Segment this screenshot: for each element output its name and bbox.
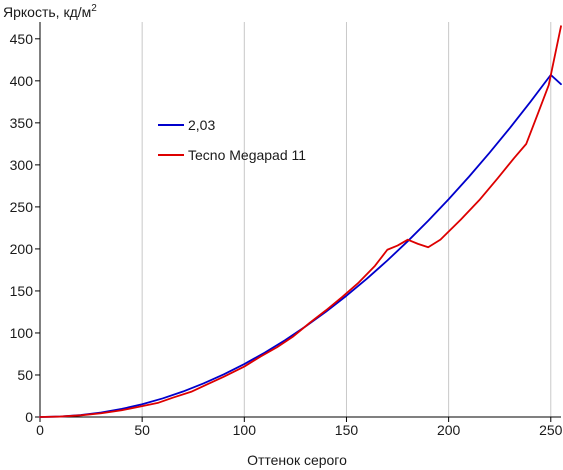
x-tick-label: 250 (539, 422, 563, 438)
x-tick-label: 0 (36, 422, 44, 438)
y-tick-label: 200 (10, 241, 34, 257)
legend-label-2-03: 2,03 (188, 117, 215, 133)
gridlines (141, 22, 552, 417)
y-tick-label: 250 (10, 199, 34, 215)
series-lines (39, 25, 562, 418)
legend: 2,03 Tecno Megapad 11 (158, 117, 306, 163)
series-line-tecno-megapad-11 (39, 25, 562, 418)
series-line-gamma-2-03 (39, 73, 562, 418)
y-tick-label: 50 (17, 367, 33, 383)
y-axis-label: Яркость, кд/м2 (3, 3, 97, 20)
x-tick-label: 200 (437, 422, 461, 438)
y-tick-label: 400 (10, 73, 34, 89)
legend-label-tecno-megapad-11: Tecno Megapad 11 (188, 147, 306, 163)
x-tick-label: 150 (335, 422, 359, 438)
y-tick-label: 300 (10, 157, 34, 173)
y-axis-label-superscript: 2 (91, 3, 97, 14)
y-tick-label: 150 (10, 283, 34, 299)
y-tick-label: 450 (10, 31, 34, 47)
x-axis-label: Оттенок серого (247, 452, 347, 468)
y-tick-label: 350 (10, 115, 34, 131)
x-tick-label: 50 (134, 422, 150, 438)
x-tick-label: 100 (233, 422, 257, 438)
y-tick-label: 0 (25, 409, 33, 425)
tick-labels: 0 50 100 150 200 250 0 50 100 150 200 250 300 350 400 4… (10, 31, 563, 438)
y-tick-label: 100 (10, 325, 34, 341)
axes (35, 22, 561, 422)
